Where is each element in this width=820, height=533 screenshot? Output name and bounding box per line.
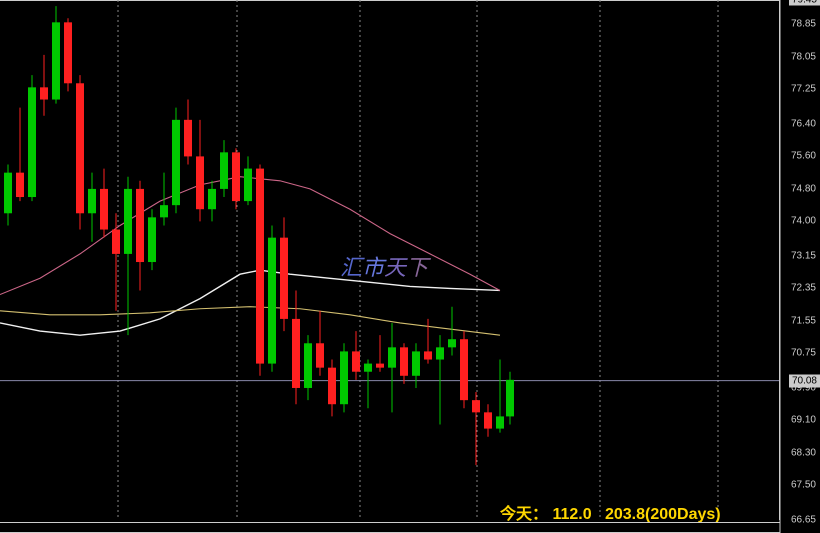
candle[interactable] — [292, 319, 300, 388]
candlestick-chart[interactable] — [0, 0, 820, 533]
candle[interactable] — [208, 189, 216, 209]
candle[interactable] — [376, 364, 384, 368]
ma-medium — [0, 307, 500, 335]
candle[interactable] — [268, 238, 276, 364]
candle[interactable] — [400, 347, 408, 375]
candle[interactable] — [364, 364, 372, 372]
y-tick-label: 73.15 — [791, 250, 816, 261]
y-tick-label: 76.40 — [791, 118, 816, 129]
current-price-label: 70.08 — [789, 374, 820, 387]
candle[interactable] — [100, 189, 108, 230]
y-tick-label: 78.85 — [791, 19, 816, 30]
y-tick-label: 77.25 — [791, 84, 816, 95]
candle[interactable] — [328, 368, 336, 405]
candle[interactable] — [148, 217, 156, 262]
candle[interactable] — [124, 189, 132, 254]
candle[interactable] — [16, 173, 24, 197]
candle[interactable] — [388, 347, 396, 367]
ma-short — [0, 270, 500, 335]
candle[interactable] — [172, 120, 180, 205]
candle[interactable] — [448, 339, 456, 347]
candle[interactable] — [280, 238, 288, 319]
y-tick-label: 68.30 — [791, 447, 816, 458]
candle[interactable] — [64, 22, 72, 83]
y-tick-label: 72.35 — [791, 283, 816, 294]
y-tick-label: 74.00 — [791, 216, 816, 227]
candle[interactable] — [412, 351, 420, 375]
candle[interactable] — [40, 87, 48, 99]
candle[interactable] — [160, 205, 168, 217]
y-tick-label: 75.60 — [791, 151, 816, 162]
candle[interactable] — [52, 22, 60, 99]
y-tick-label: 66.65 — [791, 515, 816, 526]
x-axis-line-top — [0, 522, 780, 523]
status-value-1: 112.0 — [552, 506, 591, 523]
candle[interactable] — [460, 339, 468, 400]
candle[interactable] — [304, 343, 312, 388]
candle[interactable] — [220, 152, 228, 189]
status-value-2: 203.8(200Days) — [605, 506, 721, 523]
candle[interactable] — [112, 230, 120, 254]
candle[interactable] — [436, 347, 444, 359]
candle[interactable] — [472, 400, 480, 412]
y-tick-label: 74.80 — [791, 183, 816, 194]
candle[interactable] — [506, 380, 514, 417]
y-tick-label: 69.10 — [791, 415, 816, 426]
y-tick-label: 79.45 — [789, 0, 820, 6]
candle[interactable] — [256, 169, 264, 364]
y-tick-label: 70.75 — [791, 348, 816, 359]
candle[interactable] — [4, 173, 12, 214]
candle[interactable] — [88, 189, 96, 213]
candle[interactable] — [28, 87, 36, 197]
candle[interactable] — [136, 189, 144, 262]
y-tick-label: 78.05 — [791, 51, 816, 62]
candle[interactable] — [424, 351, 432, 359]
candle[interactable] — [484, 412, 492, 428]
status-label: 今天： — [500, 506, 548, 523]
candle[interactable] — [244, 169, 252, 202]
candle[interactable] — [76, 83, 84, 213]
candle[interactable] — [196, 156, 204, 209]
y-tick-label: 71.55 — [791, 315, 816, 326]
candle[interactable] — [232, 152, 240, 201]
candle[interactable] — [316, 343, 324, 367]
candle[interactable] — [340, 351, 348, 404]
candle[interactable] — [184, 120, 192, 157]
candle[interactable] — [496, 416, 504, 428]
y-tick-label: 67.50 — [791, 480, 816, 491]
status-bar: 今天： 112.0 203.8(200Days) — [500, 500, 721, 524]
y-axis: 66.6567.5068.3069.1069.9070.0870.7571.55… — [779, 0, 820, 520]
chart-container: 66.6567.5068.3069.1069.9070.0870.7571.55… — [0, 0, 820, 533]
candle[interactable] — [352, 351, 360, 371]
